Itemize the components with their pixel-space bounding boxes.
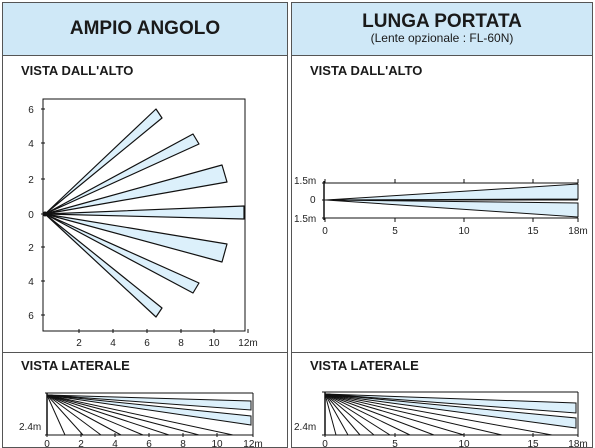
long-range-subtitle: (Lente opzionale : FL-60N) (370, 31, 514, 45)
long-side-ray (324, 393, 349, 436)
wide-top-ytick: 2 (28, 243, 34, 254)
wide-top-xtick: 8 (178, 338, 184, 349)
wide-side-ray (46, 394, 66, 436)
wide-top-ytick: 4 (28, 139, 34, 150)
wide-side-beam (46, 394, 252, 411)
wide-angle-side-view-diagram: 2.4m 0 2 4 6 8 10 12m (19, 392, 263, 448)
wide-top-ytick: 6 (28, 311, 34, 322)
long-top-beam-lower (325, 199, 579, 218)
long-side-ray (324, 393, 435, 436)
wide-side-ray (46, 394, 122, 436)
long-side-height-label: 2.4m (294, 422, 316, 433)
long-side-view-label: VISTA LATERALE (310, 358, 419, 373)
long-range-title: LUNGA PORTATA (362, 11, 522, 32)
wide-top-beam (44, 213, 163, 318)
wide-side-xtick: 0 (44, 439, 50, 448)
long-top-xtick: 5 (392, 226, 398, 237)
long-top-ytick-top: 1.5m (294, 176, 316, 187)
long-range-side-view-diagram: 2.4m 0 5 10 15 18m (294, 391, 588, 448)
wide-top-ytick: 2 (28, 175, 34, 186)
long-divider (292, 352, 592, 353)
wide-angle-panel: AMPIO ANGOLO VISTA DALL'ALTO 2 4 6 8 10 12m 6… (2, 2, 288, 448)
long-top-view-label: VISTA DALL'ALTO (310, 63, 423, 78)
long-range-panel: LUNGA PORTATA (Lente opzionale : FL-60N)… (291, 2, 593, 448)
wide-side-xtick: 4 (112, 439, 118, 448)
wide-side-ray (46, 394, 234, 436)
wide-angle-title: AMPIO ANGOLO (69, 18, 221, 39)
wide-top-ytick: 0 (28, 210, 34, 221)
wide-side-ray (46, 394, 200, 436)
wide-top-beam (44, 213, 228, 263)
wide-top-beam (44, 133, 200, 215)
long-top-ytick-bottom: 1.5m (294, 214, 316, 225)
long-top-xtick: 0 (322, 226, 328, 237)
wide-side-xtick: 6 (146, 439, 152, 448)
wide-side-view-label: VISTA LATERALE (21, 358, 130, 373)
wide-top-beam (44, 205, 245, 220)
wide-angle-header: AMPIO ANGOLO (3, 3, 287, 56)
long-side-ray (324, 393, 391, 436)
long-side-xtick: 15 (527, 439, 539, 448)
wide-top-xtick: 6 (144, 338, 150, 349)
long-side-ray (324, 393, 465, 436)
long-top-xtick: 15 (527, 226, 539, 237)
long-side-ray (324, 393, 503, 436)
long-side-xtick: 10 (458, 439, 470, 448)
wide-side-xtick: 8 (180, 439, 186, 448)
long-side-xtick: 5 (392, 439, 398, 448)
long-side-ray (324, 393, 411, 436)
long-side-xtick: 0 (322, 439, 328, 448)
wide-side-xtick: 2 (78, 439, 84, 448)
wide-side-ray (46, 394, 170, 436)
long-side-xtick: 18m (568, 439, 587, 448)
wide-divider (3, 352, 287, 353)
wide-top-xtick: 4 (110, 338, 116, 349)
long-top-xtick: 18m (568, 226, 587, 237)
wide-side-ray (46, 394, 102, 436)
wide-side-xtick: 10 (211, 439, 223, 448)
wide-top-ytick: 4 (28, 277, 34, 288)
long-side-ray (324, 393, 553, 436)
wide-top-xtick: 2 (76, 338, 82, 349)
wide-side-ray (46, 394, 144, 436)
wide-top-ytick: 6 (28, 105, 34, 116)
long-range-header: LUNGA PORTATA (Lente opzionale : FL-60N) (292, 3, 592, 56)
long-side-beam (324, 393, 577, 414)
wide-top-beam (44, 164, 228, 215)
long-range-top-view-diagram: 0 5 10 15 18m 1.5m 0 1.5m (294, 176, 588, 237)
long-side-ray (324, 393, 375, 436)
long-top-xtick: 10 (458, 226, 470, 237)
long-side-ray (324, 393, 337, 436)
long-top-ytick-center: 0 (310, 195, 316, 206)
wide-side-beam (46, 394, 252, 426)
wide-side-height-label: 2.4m (19, 422, 41, 433)
wide-top-xtick: 12m (238, 338, 257, 349)
long-side-beam (324, 393, 577, 429)
long-side-ray (324, 393, 361, 436)
wide-top-beam (44, 213, 200, 294)
wide-side-xtick: 12m (243, 439, 262, 448)
wide-side-ray (46, 394, 84, 436)
wide-top-view-label: VISTA DALL'ALTO (21, 63, 134, 78)
wide-top-xtick: 10 (208, 338, 220, 349)
wide-angle-top-view-diagram: 2 4 6 8 10 12m 6 4 2 0 2 4 6 (28, 98, 258, 349)
wide-top-beam (44, 108, 163, 215)
